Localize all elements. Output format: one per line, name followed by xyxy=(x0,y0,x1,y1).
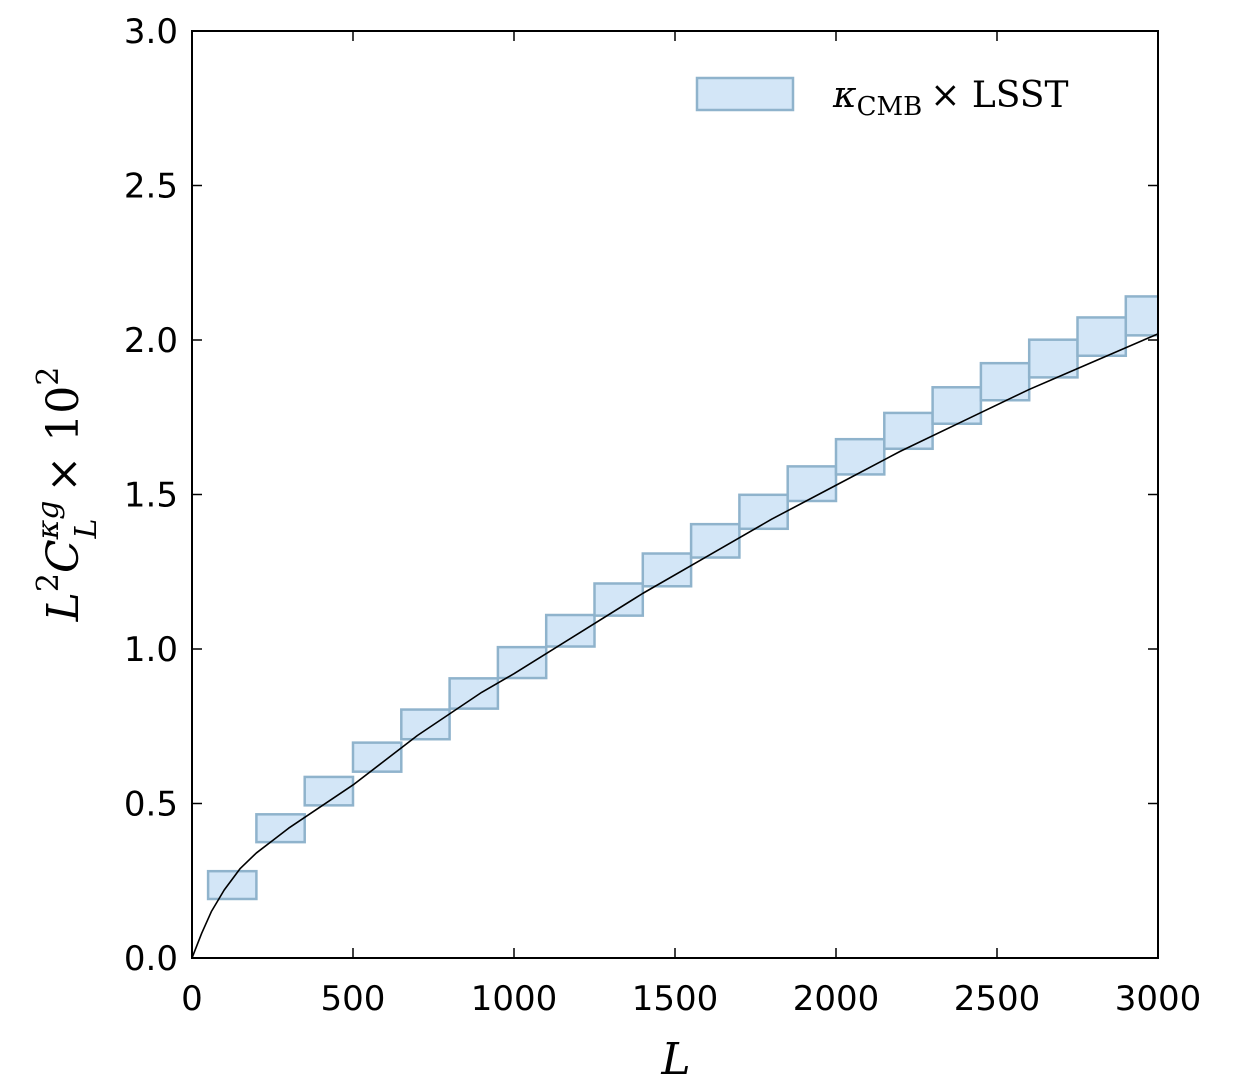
error-boxes xyxy=(206,295,1158,901)
legend-kappa: κ xyxy=(832,75,857,116)
error-box-17 xyxy=(1027,338,1079,379)
axis-ticks: 0 500 1000 1500 2000 2500 3000 0.0 0.5 1.0 1.5 2.0 2… xyxy=(124,12,1201,1019)
y-tick-label-3: 1.5 xyxy=(124,476,178,516)
legend-label: κCMB × LSST xyxy=(832,75,1068,122)
legend-rest: × LSST xyxy=(930,75,1068,116)
x-tick-label-0: 0 xyxy=(181,979,203,1019)
y-axis-title: L2Cκg L× 102 xyxy=(31,367,104,623)
legend: κCMB × LSST xyxy=(695,75,1068,122)
error-box-13 xyxy=(834,437,886,476)
error-box-4 xyxy=(400,708,451,741)
error-box-1 xyxy=(255,813,306,844)
x-tick-label-5: 2500 xyxy=(954,979,1041,1019)
y-tick-label-0: 0.0 xyxy=(124,939,178,979)
y-tick-label-6: 3.0 xyxy=(124,12,178,52)
y-axis-title-group: L2Cκg L× 102 xyxy=(31,367,104,623)
error-box-7 xyxy=(544,613,596,648)
y-title-sup2: κg xyxy=(31,500,66,540)
x-tick-label-4: 2000 xyxy=(793,979,880,1019)
y-tick-label-5: 2.5 xyxy=(124,167,178,207)
x-tick-label-2: 1000 xyxy=(471,979,558,1019)
plot-frame xyxy=(191,30,1159,959)
error-box-19 xyxy=(1124,295,1158,337)
error-box-18 xyxy=(1076,316,1128,358)
error-box-11 xyxy=(738,493,789,531)
error-box-8 xyxy=(593,582,645,617)
y-title-exp: 2 xyxy=(31,367,66,386)
error-box-0 xyxy=(206,869,258,901)
y-tick-label-1: 0.5 xyxy=(124,785,178,825)
error-box-15 xyxy=(931,386,983,425)
error-box-14 xyxy=(883,411,934,451)
y-tick-label-4: 2.0 xyxy=(124,321,178,361)
x-tick-label-1: 500 xyxy=(321,979,386,1019)
y-title-c: C xyxy=(38,539,89,573)
error-box-5 xyxy=(448,677,500,710)
y-title-sup1: 2 xyxy=(31,573,66,592)
y-title-base: L xyxy=(38,592,89,622)
y-title-times: × 10 xyxy=(38,386,89,493)
legend-subscript: CMB xyxy=(857,92,923,122)
x-tick-label-3: 1500 xyxy=(632,979,719,1019)
theory-curve-layer xyxy=(192,333,1158,958)
y-tick-label-2: 1.0 xyxy=(124,630,178,670)
error-box-16 xyxy=(979,361,1031,402)
x-tick-label-6: 3000 xyxy=(1115,979,1202,1019)
error-box-12 xyxy=(786,465,838,503)
x-axis-title: L xyxy=(660,1034,690,1083)
error-box-6 xyxy=(496,645,548,680)
legend-swatch xyxy=(695,76,795,112)
y-title-sub: L xyxy=(69,519,104,540)
theory-curve xyxy=(192,333,1158,958)
